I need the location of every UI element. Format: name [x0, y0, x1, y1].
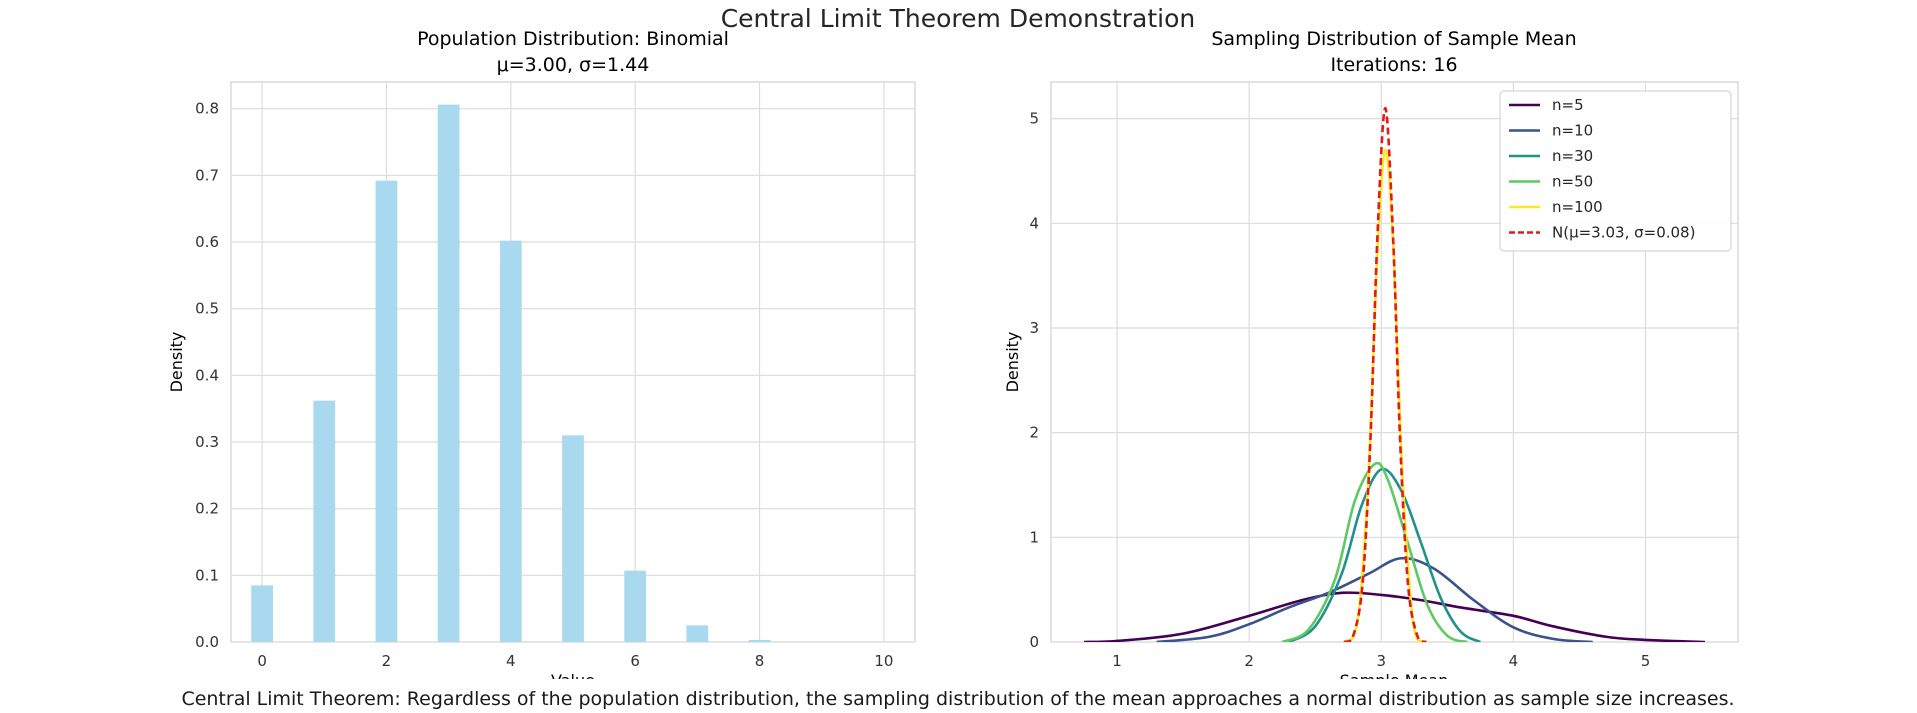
legend-label: n=30 [1552, 147, 1593, 165]
legend-label: n=10 [1552, 122, 1593, 140]
y-tick-label: 0.7 [195, 166, 219, 184]
x-tick-label: 2 [1244, 652, 1254, 670]
x-tick-label: 3 [1377, 652, 1387, 670]
x-tick-label: 10 [874, 652, 893, 670]
histogram-bar [624, 570, 647, 642]
y-tick-label: 4 [1029, 214, 1039, 232]
y-tick-label: 0 [1029, 633, 1039, 651]
histogram-bar [686, 625, 709, 642]
x-tick-label: 5 [1641, 652, 1651, 670]
x-tick-label: 8 [755, 652, 765, 670]
chart-title: Population Distribution: Binomial [417, 28, 729, 50]
series-line [1343, 148, 1425, 642]
series-line [1281, 461, 1468, 642]
histogram-bar [375, 180, 398, 642]
series-line [1156, 556, 1593, 642]
x-tick-label: 0 [257, 652, 267, 670]
sampling-distribution-chart: 1 2 3 4 5 0 1 2 3 4 5 Sampling Distribution of Sam… [1003, 28, 1739, 690]
histogram-bar [499, 240, 522, 642]
chart-title: Sampling Distribution of Sample Mean [1211, 28, 1576, 50]
chart-subtitle: μ=3.00, σ=1.44 [497, 54, 650, 76]
x-tick-label: 6 [630, 652, 640, 670]
histogram-bar [437, 104, 460, 642]
tick-labels: 0 2 4 6 8 10 0.0 0.1 0.2 0.3 0.4 0.5 0.6 0.7 0.8 [195, 100, 893, 670]
y-tick-label: 1 [1029, 528, 1039, 546]
x-tick-label: 4 [1509, 652, 1519, 670]
y-tick-label: 0.0 [195, 633, 219, 651]
legend-label: n=5 [1552, 96, 1584, 114]
y-tick-label: 0.8 [195, 100, 219, 118]
histogram-bar [562, 435, 584, 642]
series-line [1083, 591, 1706, 642]
x-tick-label: 2 [382, 652, 392, 670]
density-lines [1083, 106, 1706, 642]
y-axis-label: Density [167, 332, 186, 393]
x-tick-label: 1 [1112, 652, 1122, 670]
y-axis-label: Density [1003, 332, 1022, 393]
tick-labels: 1 2 3 4 5 0 1 2 3 4 5 [1029, 110, 1650, 670]
y-tick-label: 0.1 [195, 566, 219, 584]
series-line [1288, 467, 1481, 642]
y-tick-label: 3 [1029, 319, 1039, 337]
histogram-bar [251, 585, 273, 642]
histogram-bar [313, 400, 336, 642]
population-histogram: 0 2 4 6 8 10 0.0 0.1 0.2 0.3 0.4 0.5 0.6 0.7 0.8 Popul… [167, 28, 916, 690]
histogram-bar [748, 640, 771, 642]
y-tick-label: 0.6 [195, 233, 219, 251]
y-tick-label: 0.2 [195, 500, 219, 518]
legend-label: N(μ=3.03, σ=0.08) [1552, 224, 1695, 242]
x-tick-label: 4 [506, 652, 516, 670]
caption-background [0, 679, 1917, 713]
y-tick-label: 0.4 [195, 366, 219, 384]
legend: n=5 n=10 n=30 n=50 n=100 N(μ=3.03, σ=0.08) [1499, 90, 1732, 252]
y-tick-label: 0.5 [195, 300, 219, 318]
legend-frame [1499, 90, 1732, 252]
y-tick-label: 0.3 [195, 433, 219, 451]
chart-subtitle: Iterations: 16 [1330, 54, 1457, 76]
figure-title: Central Limit Theorem Demonstration [721, 4, 1196, 33]
legend-label: n=50 [1552, 173, 1593, 191]
series-line [1343, 106, 1428, 642]
y-tick-label: 2 [1029, 424, 1039, 442]
legend-label: n=100 [1552, 198, 1603, 216]
y-tick-label: 5 [1029, 110, 1039, 128]
bars [251, 104, 771, 642]
figure-caption: Central Limit Theorem: Regardless of the… [181, 688, 1734, 710]
